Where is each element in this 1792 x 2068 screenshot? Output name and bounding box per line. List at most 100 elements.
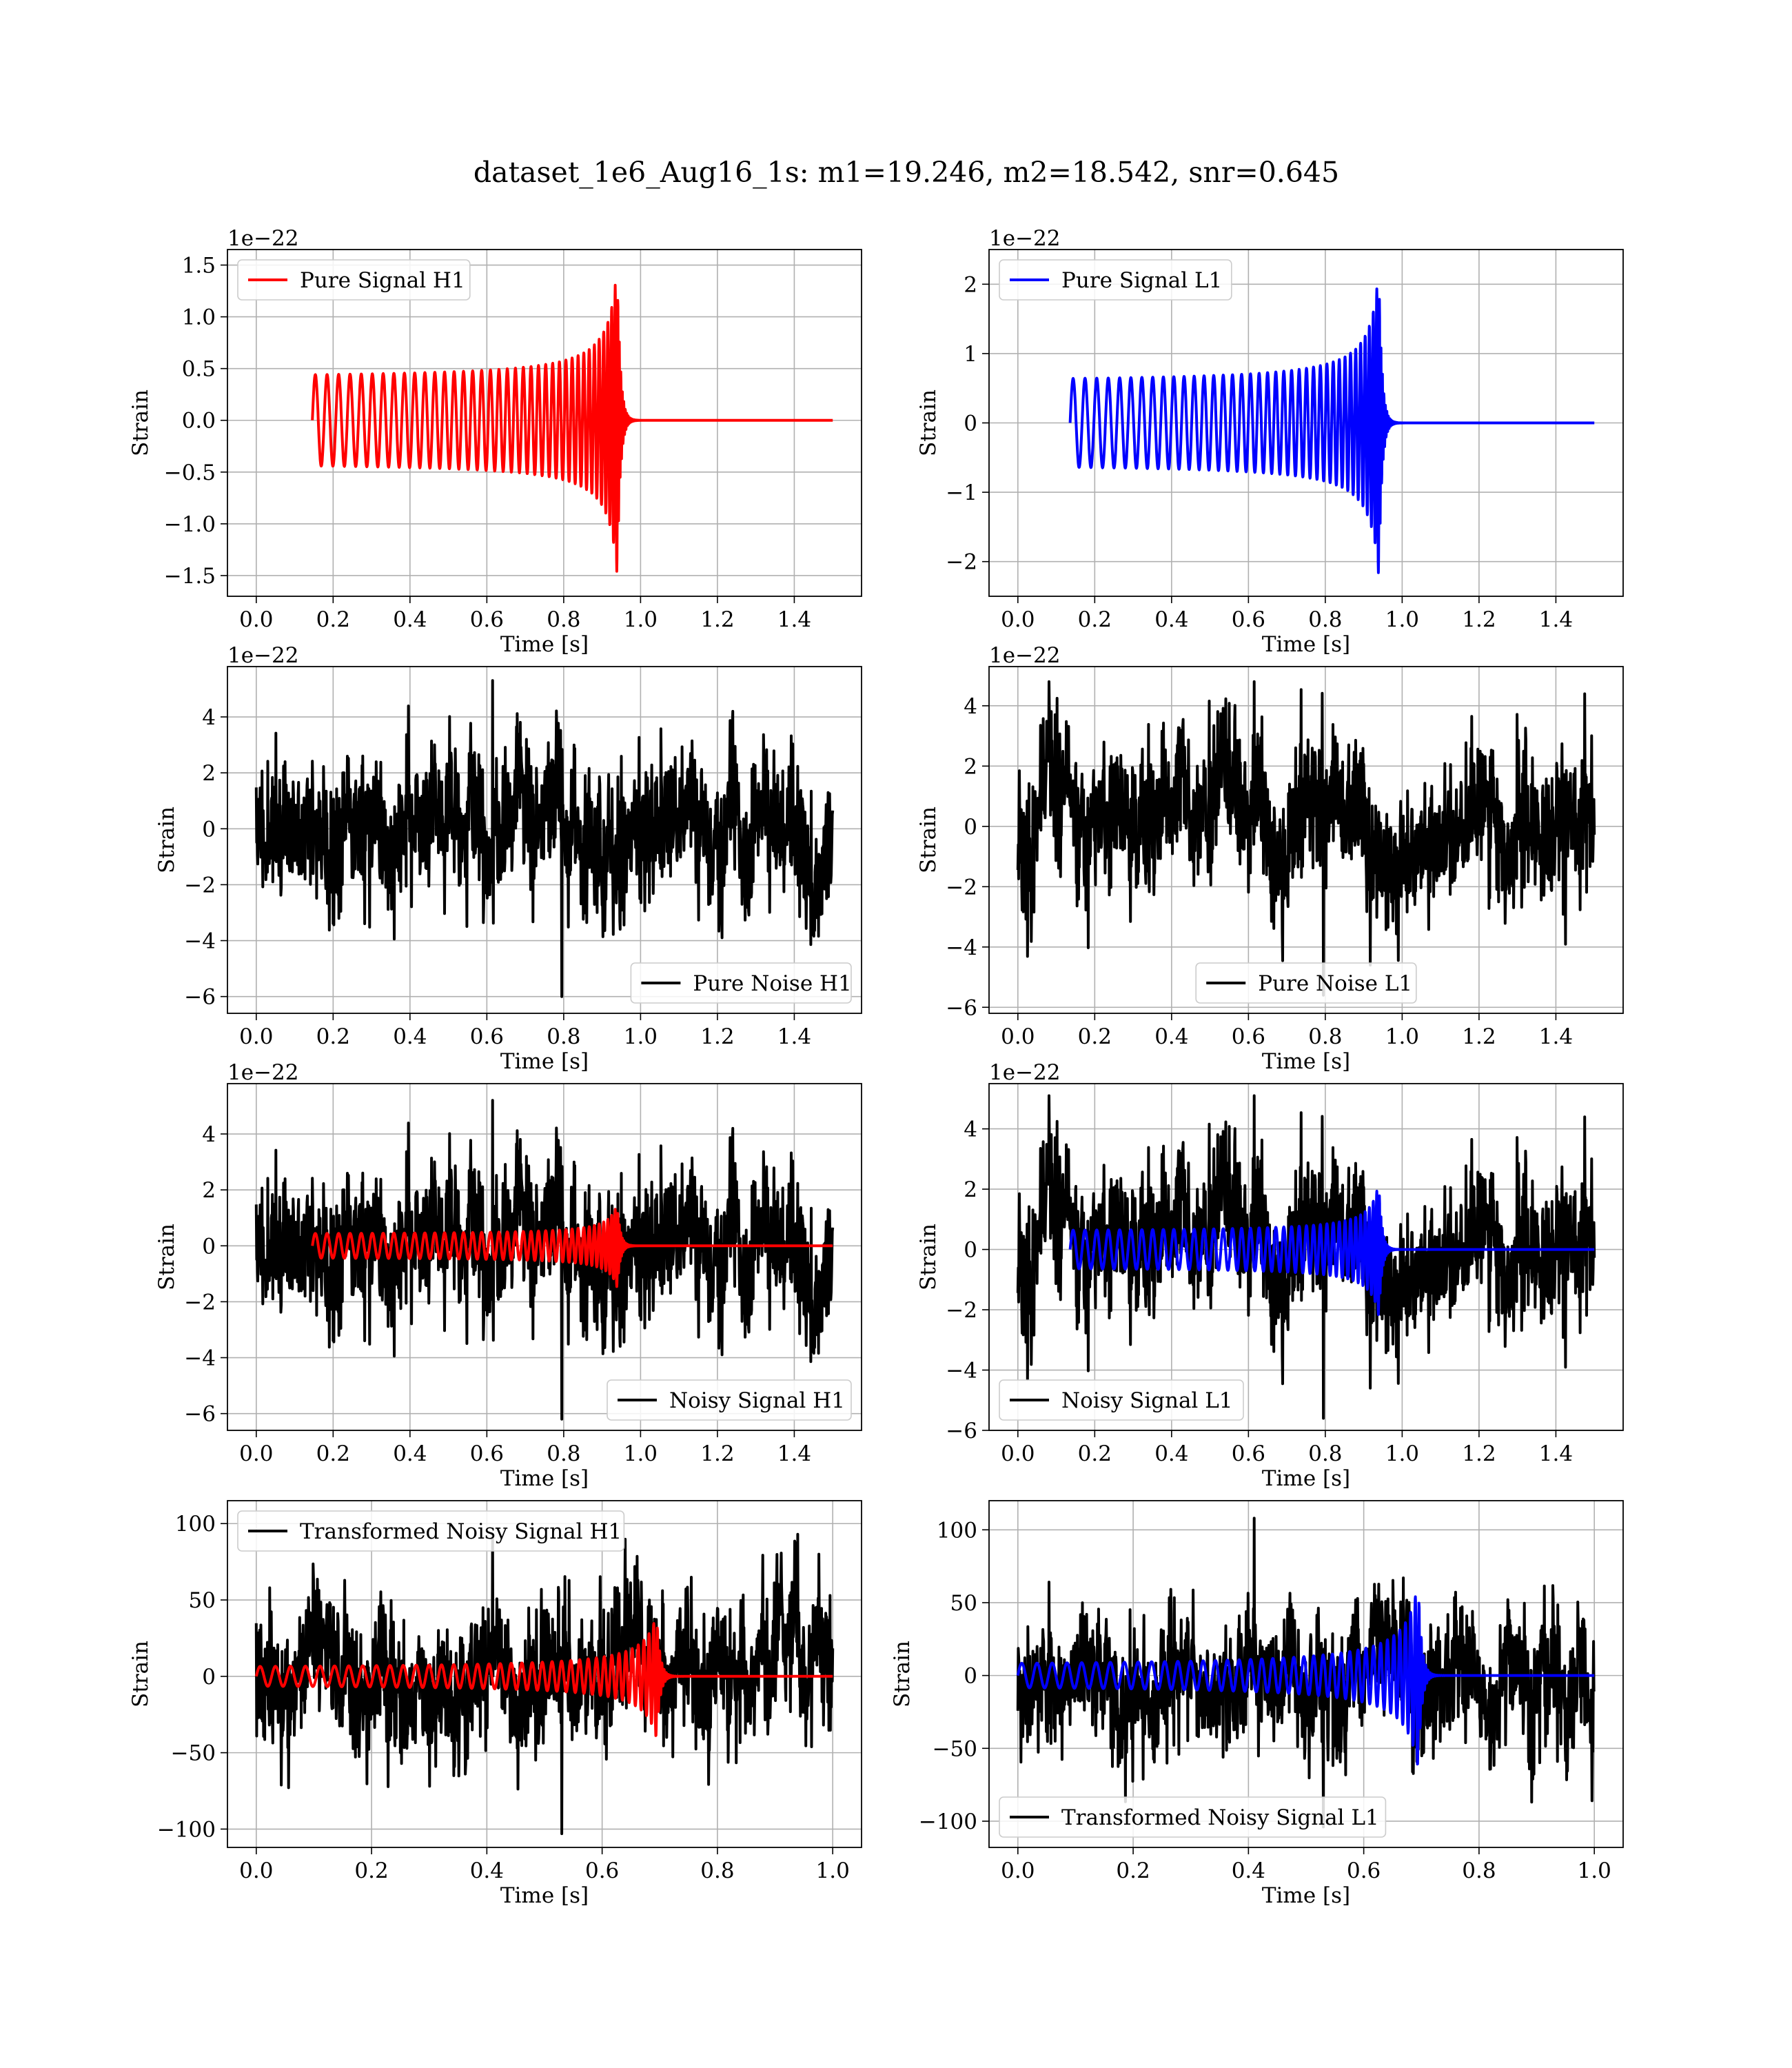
x-tick-label: 0.6: [1232, 607, 1265, 632]
subplot-3: 0.0 0.2 0.4 0.6 0.8 1.0 1.2 1.4 −6 −4 −2 0 2 4 Time [s…: [154, 643, 862, 1074]
axes-frame: [227, 666, 862, 1014]
subplot-1: 0.0 0.2 0.4 0.6 0.8 1.0 1.2 1.4 −1.5 −1.0 −0.5 0.0 0…: [128, 226, 862, 657]
y-tick-label: 2: [202, 1178, 216, 1203]
x-tick-label: 0.2: [316, 1441, 350, 1466]
legend-box: [237, 259, 471, 301]
series-line-chirp-overlay: [254, 1622, 834, 1737]
subplot-8: 0.0 0.2 0.4 0.6 0.8 1.0 −100 −50 0 50 100 Time [s] S…: [890, 1500, 1624, 1908]
axes-frame: [988, 1083, 1624, 1431]
subplot-5: 0.0 0.2 0.4 0.6 0.8 1.0 1.2 1.4 −6 −4 −2 0 2 4 Time [s…: [154, 1060, 862, 1491]
x-tick-label: 0.2: [316, 1024, 350, 1049]
y-tick-label: 50: [189, 1588, 216, 1613]
legend-box: [237, 1510, 625, 1552]
x-tick-label: 1.0: [1578, 1858, 1611, 1883]
legend-box: [999, 1796, 1387, 1838]
y-tick-label: −6: [184, 1402, 216, 1427]
x-tick-label: 0.6: [470, 1441, 504, 1466]
y-tick-label: 0.5: [182, 357, 216, 382]
x-tick-label: 0.4: [393, 1024, 427, 1049]
y-tick-label: −2: [946, 550, 977, 575]
x-axis-label: Time [s]: [500, 1049, 589, 1074]
legend: Transformed Noisy Signal L1: [999, 1796, 1387, 1838]
x-tick-label: 1.0: [624, 1441, 658, 1466]
x-tick-label: 1.4: [777, 1441, 811, 1466]
offset-text: 1e−22: [227, 226, 299, 251]
y-tick-label: −2: [184, 1290, 216, 1315]
offset-text: 1e−22: [227, 643, 299, 668]
x-tick-label: 0.8: [547, 1441, 580, 1466]
legend: Transformed Noisy Signal H1: [237, 1510, 625, 1552]
legend-box: [1195, 962, 1417, 1004]
x-tick-label: 0.2: [1078, 1024, 1112, 1049]
x-tick-label: 0.8: [700, 1858, 734, 1883]
y-axis-label: Strain: [128, 1641, 153, 1707]
y-tick-label: 1.0: [182, 305, 216, 330]
y-tick-label: 4: [202, 1122, 216, 1147]
x-tick-label: 0.0: [239, 1858, 273, 1883]
y-tick-label: 50: [950, 1591, 977, 1616]
x-axis-label: Time [s]: [1262, 1466, 1350, 1491]
x-tick-label: 1.2: [1462, 607, 1496, 632]
y-tick-label: −100: [157, 1817, 216, 1842]
y-tick-label: 2: [964, 272, 977, 297]
legend-label: Pure Noise L1: [1258, 971, 1412, 996]
subplot-7: 0.0 0.2 0.4 0.6 0.8 1.0 −100 −50 0 50 100 Time [s] S…: [128, 1500, 862, 1908]
y-tick-label: 0: [964, 815, 977, 840]
x-tick-label: 0.4: [1154, 1024, 1188, 1049]
axes-frame: [227, 249, 862, 597]
x-tick-label: 0.0: [1001, 607, 1035, 632]
y-tick-label: −1.0: [164, 512, 216, 537]
x-axis-label: Time [s]: [1262, 1883, 1350, 1908]
legend: Pure Signal L1: [999, 259, 1232, 301]
x-tick-label: 0.0: [239, 1024, 273, 1049]
x-tick-label: 0.2: [316, 607, 350, 632]
x-tick-label: 0.2: [1116, 1858, 1150, 1883]
y-tick-label: −4: [184, 929, 216, 954]
x-tick-label: 0.0: [1001, 1024, 1035, 1049]
legend: Noisy Signal L1: [999, 1379, 1244, 1421]
y-tick-label: −50: [171, 1741, 216, 1766]
y-tick-label: −6: [946, 1419, 977, 1443]
axes-frame: [227, 1500, 862, 1848]
subplot-4: 0.0 0.2 0.4 0.6 0.8 1.0 1.2 1.4 −6 −4 −2 0 2 4 Time [s…: [916, 643, 1624, 1074]
y-tick-label: −6: [946, 995, 977, 1020]
y-tick-label: −2: [946, 1298, 977, 1323]
y-axis-label: Strain: [128, 389, 153, 456]
y-axis-label: Strain: [154, 807, 179, 873]
x-tick-label: 0.8: [1462, 1858, 1496, 1883]
y-tick-label: 4: [964, 1117, 977, 1142]
legend-label: Transformed Noisy Signal L1: [1061, 1805, 1379, 1830]
x-tick-label: 1.4: [1539, 607, 1573, 632]
x-tick-label: 0.6: [1347, 1858, 1381, 1883]
axes-frame: [227, 1083, 862, 1431]
x-tick-label: 0.4: [1154, 1441, 1188, 1466]
legend: Noisy Signal H1: [607, 1379, 852, 1421]
series-line-pure-noise-l1: [1016, 680, 1596, 997]
x-tick-label: 0.2: [354, 1858, 388, 1883]
series-line-transformed-noisy-signal-l1: [1016, 1517, 1596, 1829]
legend-label: Transformed Noisy Signal H1: [300, 1519, 622, 1544]
x-tick-label: 1.0: [1385, 1441, 1419, 1466]
y-tick-label: 0: [964, 1664, 977, 1689]
x-tick-label: 0.4: [1154, 607, 1188, 632]
x-tick-label: 0.0: [239, 1441, 273, 1466]
y-axis-label: Strain: [916, 1224, 941, 1290]
x-tick-label: 1.4: [1539, 1024, 1573, 1049]
x-tick-label: 0.8: [1308, 1024, 1342, 1049]
y-tick-label: −1.5: [164, 564, 216, 589]
y-axis-label: Strain: [890, 1641, 915, 1707]
series-line-chirp-overlay: [1068, 1190, 1596, 1316]
legend-box: [999, 1379, 1244, 1421]
y-tick-label: 2: [964, 1177, 977, 1202]
y-tick-label: 0: [202, 1665, 216, 1690]
x-tick-label: 1.2: [1462, 1024, 1496, 1049]
y-tick-label: −1: [946, 480, 977, 505]
x-axis-label: Time [s]: [500, 632, 589, 657]
y-axis-label: Strain: [916, 807, 941, 873]
y-tick-label: 100: [937, 1518, 977, 1543]
x-tick-label: 0.2: [1078, 607, 1112, 632]
legend-box: [607, 1379, 852, 1421]
x-tick-label: 1.0: [624, 1024, 658, 1049]
offset-text: 1e−22: [989, 643, 1061, 668]
legend: Pure Signal H1: [237, 259, 471, 301]
